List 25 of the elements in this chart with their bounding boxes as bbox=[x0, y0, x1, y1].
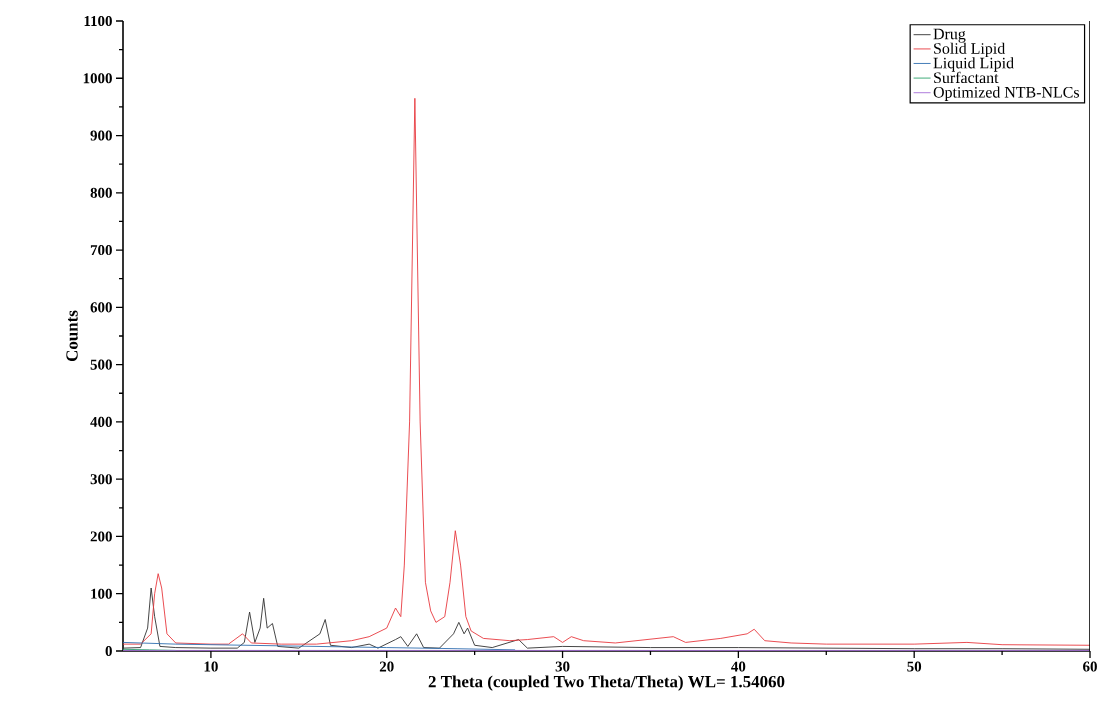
legend-label: Surfactant bbox=[934, 71, 999, 84]
x-tick-label: 40 bbox=[731, 661, 746, 672]
x-tick-label: 30 bbox=[555, 661, 570, 672]
y-tick-label: 300 bbox=[90, 474, 112, 485]
x-tick-label: 10 bbox=[204, 661, 218, 672]
x-tick-label: 20 bbox=[379, 661, 394, 672]
y-tick-label: 200 bbox=[90, 531, 112, 542]
y-tick-label: 100 bbox=[91, 588, 112, 599]
x-tick-label: 50 bbox=[907, 661, 922, 672]
y-tick-label: 900 bbox=[90, 130, 112, 141]
y-tick-label: 800 bbox=[90, 187, 112, 198]
y-axis-title: Counts bbox=[66, 310, 78, 362]
y-tick-label: 1100 bbox=[84, 15, 112, 27]
legend-label: Liquid Lipid bbox=[933, 57, 1014, 72]
y-tick-label: 700 bbox=[90, 245, 112, 256]
x-axis-title: 2 Theta (coupled Two Theta/Theta) WL= 1.54060 bbox=[428, 675, 785, 691]
legend-label: Optimized NTB-NLCs bbox=[933, 86, 1080, 101]
y-tick-label: 0 bbox=[105, 645, 112, 657]
legend-label: Drug bbox=[933, 28, 966, 43]
y-tick-label: 500 bbox=[90, 359, 112, 370]
y-tick-label: 400 bbox=[90, 416, 112, 427]
y-tick-label: 600 bbox=[90, 302, 112, 313]
y-tick-label: 1000 bbox=[83, 73, 112, 84]
x-tick-label: 60 bbox=[1083, 661, 1097, 672]
legend-label: Solid Lipid bbox=[934, 42, 1006, 58]
